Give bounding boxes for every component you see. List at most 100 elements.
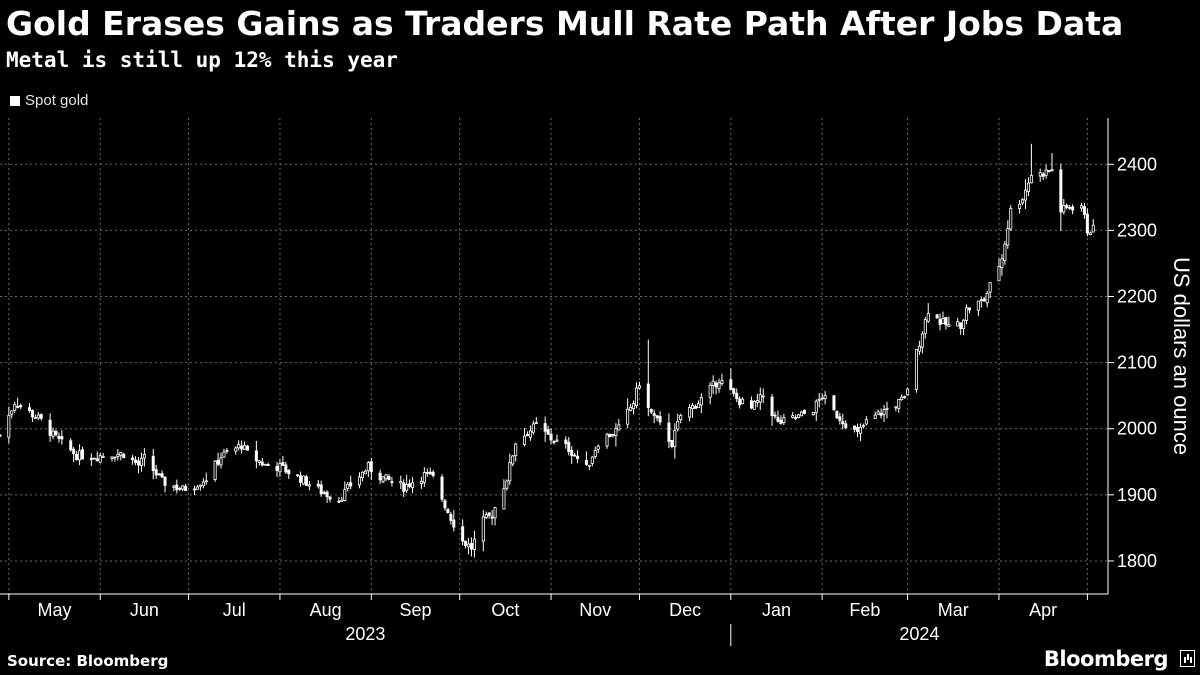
candle-body-up — [926, 313, 930, 322]
candle-body-down — [802, 409, 806, 414]
candle-body-down — [552, 441, 556, 443]
chart-subtitle: Metal is still up 12% this year — [6, 48, 398, 72]
candle-body-down — [1047, 170, 1051, 172]
candle-body-down — [464, 540, 468, 547]
y-tick-label-2200: 2200 — [1117, 287, 1157, 307]
candle-body-up — [101, 456, 105, 458]
candle-body-up — [302, 475, 306, 485]
candle-body-down — [275, 465, 279, 471]
candle-body-up — [590, 456, 594, 464]
candle-body-down — [322, 491, 326, 494]
candle-body-down — [608, 433, 612, 438]
y-axis-title: US dollars an ounce — [1169, 257, 1194, 455]
candle-body-up — [1029, 175, 1033, 184]
candle-body-down — [469, 543, 473, 550]
candle-body-up — [985, 292, 989, 304]
candle-body-up — [381, 476, 385, 483]
chart-title: Gold Erases Gains as Traders Mull Rate P… — [6, 4, 1124, 43]
candle-body-up — [861, 425, 865, 428]
candle-body-up — [956, 321, 960, 327]
candle-body-up — [234, 447, 238, 452]
candle-body-up — [13, 404, 17, 411]
candle-body-up — [201, 481, 205, 487]
bloomberg-logo: Bloomberg — [1043, 647, 1169, 671]
candle-body-up — [511, 455, 515, 465]
candle-body-up — [467, 543, 471, 548]
candle-body-up — [708, 384, 712, 398]
candle-body-up — [941, 318, 945, 325]
candle-body-up — [419, 480, 423, 484]
candle-body-up — [690, 405, 695, 410]
candle-body-down — [729, 379, 733, 390]
candle-body-down — [284, 464, 288, 473]
candle-body-up — [481, 516, 485, 542]
candle-body-up — [366, 462, 370, 472]
candle-body-up — [243, 445, 247, 450]
candle-body-up — [1044, 169, 1048, 176]
candle-body-up — [1021, 199, 1025, 204]
candle-body-down — [1068, 206, 1072, 209]
candle-body-up — [307, 484, 311, 487]
candle-body-up — [711, 380, 715, 386]
candle-body-down — [225, 449, 229, 452]
candle-body-down — [452, 519, 456, 528]
candle-body-up — [817, 398, 821, 401]
candle-body-up — [172, 485, 176, 488]
candle-body-up — [219, 457, 223, 466]
candle-body-down — [16, 406, 20, 408]
candle-body-up — [531, 423, 535, 433]
candle-body-up — [873, 414, 877, 419]
candle-body-up — [340, 499, 344, 502]
candle-body-down — [254, 450, 258, 462]
candle-body-down — [732, 388, 736, 394]
candle-body-up — [1088, 232, 1092, 236]
candle-body-up — [923, 319, 927, 334]
x-month-label-aug: Aug — [310, 600, 342, 620]
candle-body-up — [1023, 189, 1027, 201]
candle-body-up — [534, 422, 538, 425]
candle-body-down — [89, 457, 93, 460]
candle-body-down — [75, 453, 79, 461]
candle-body-up — [997, 266, 1001, 282]
candle-body-down — [549, 433, 553, 441]
candle-body-down — [770, 396, 774, 417]
candle-body-up — [1050, 168, 1054, 172]
candle-body-up — [296, 474, 300, 477]
candle-body-down — [944, 316, 948, 326]
candle-body-up — [1003, 243, 1007, 262]
candle-body-down — [658, 416, 662, 423]
candle-body-down — [693, 406, 697, 409]
x-month-label-nov: Nov — [579, 600, 611, 620]
candle-body-down — [246, 445, 250, 451]
candle-body-up — [882, 409, 886, 415]
y-tick-label-2400: 2400 — [1117, 154, 1157, 174]
candle-body-down — [390, 481, 394, 484]
candle-body-up — [1006, 228, 1010, 246]
candle-body-down — [113, 456, 117, 459]
candle-body-down — [776, 417, 780, 422]
candle-body-down — [773, 414, 777, 417]
y-tick-label-2000: 2000 — [1117, 419, 1157, 439]
x-year-label-2024: 2024 — [899, 624, 939, 644]
legend-swatch-spot-gold — [10, 96, 20, 106]
candle-body-down — [304, 476, 308, 486]
candle-body-up — [797, 414, 801, 418]
candle-body-up — [885, 408, 889, 410]
candle-body-up — [629, 406, 633, 411]
candle-body-up — [676, 421, 680, 430]
candle-body-down — [567, 441, 571, 452]
x-month-label-mar: Mar — [938, 600, 969, 620]
candle-body-down — [260, 461, 264, 466]
x-month-label-jun: Jun — [130, 600, 159, 620]
candle-body-up — [1009, 208, 1013, 230]
candle-body-down — [794, 417, 798, 420]
candle-body-down — [54, 430, 58, 436]
candle-body-up — [782, 417, 786, 423]
candle-body-up — [257, 460, 261, 464]
x-month-label-feb: Feb — [849, 600, 880, 620]
candle-body-down — [151, 455, 155, 471]
candle-body-down — [136, 460, 141, 466]
candle-body-down — [1041, 173, 1045, 177]
candle-body-up — [947, 324, 951, 327]
candle-body-up — [741, 398, 745, 405]
